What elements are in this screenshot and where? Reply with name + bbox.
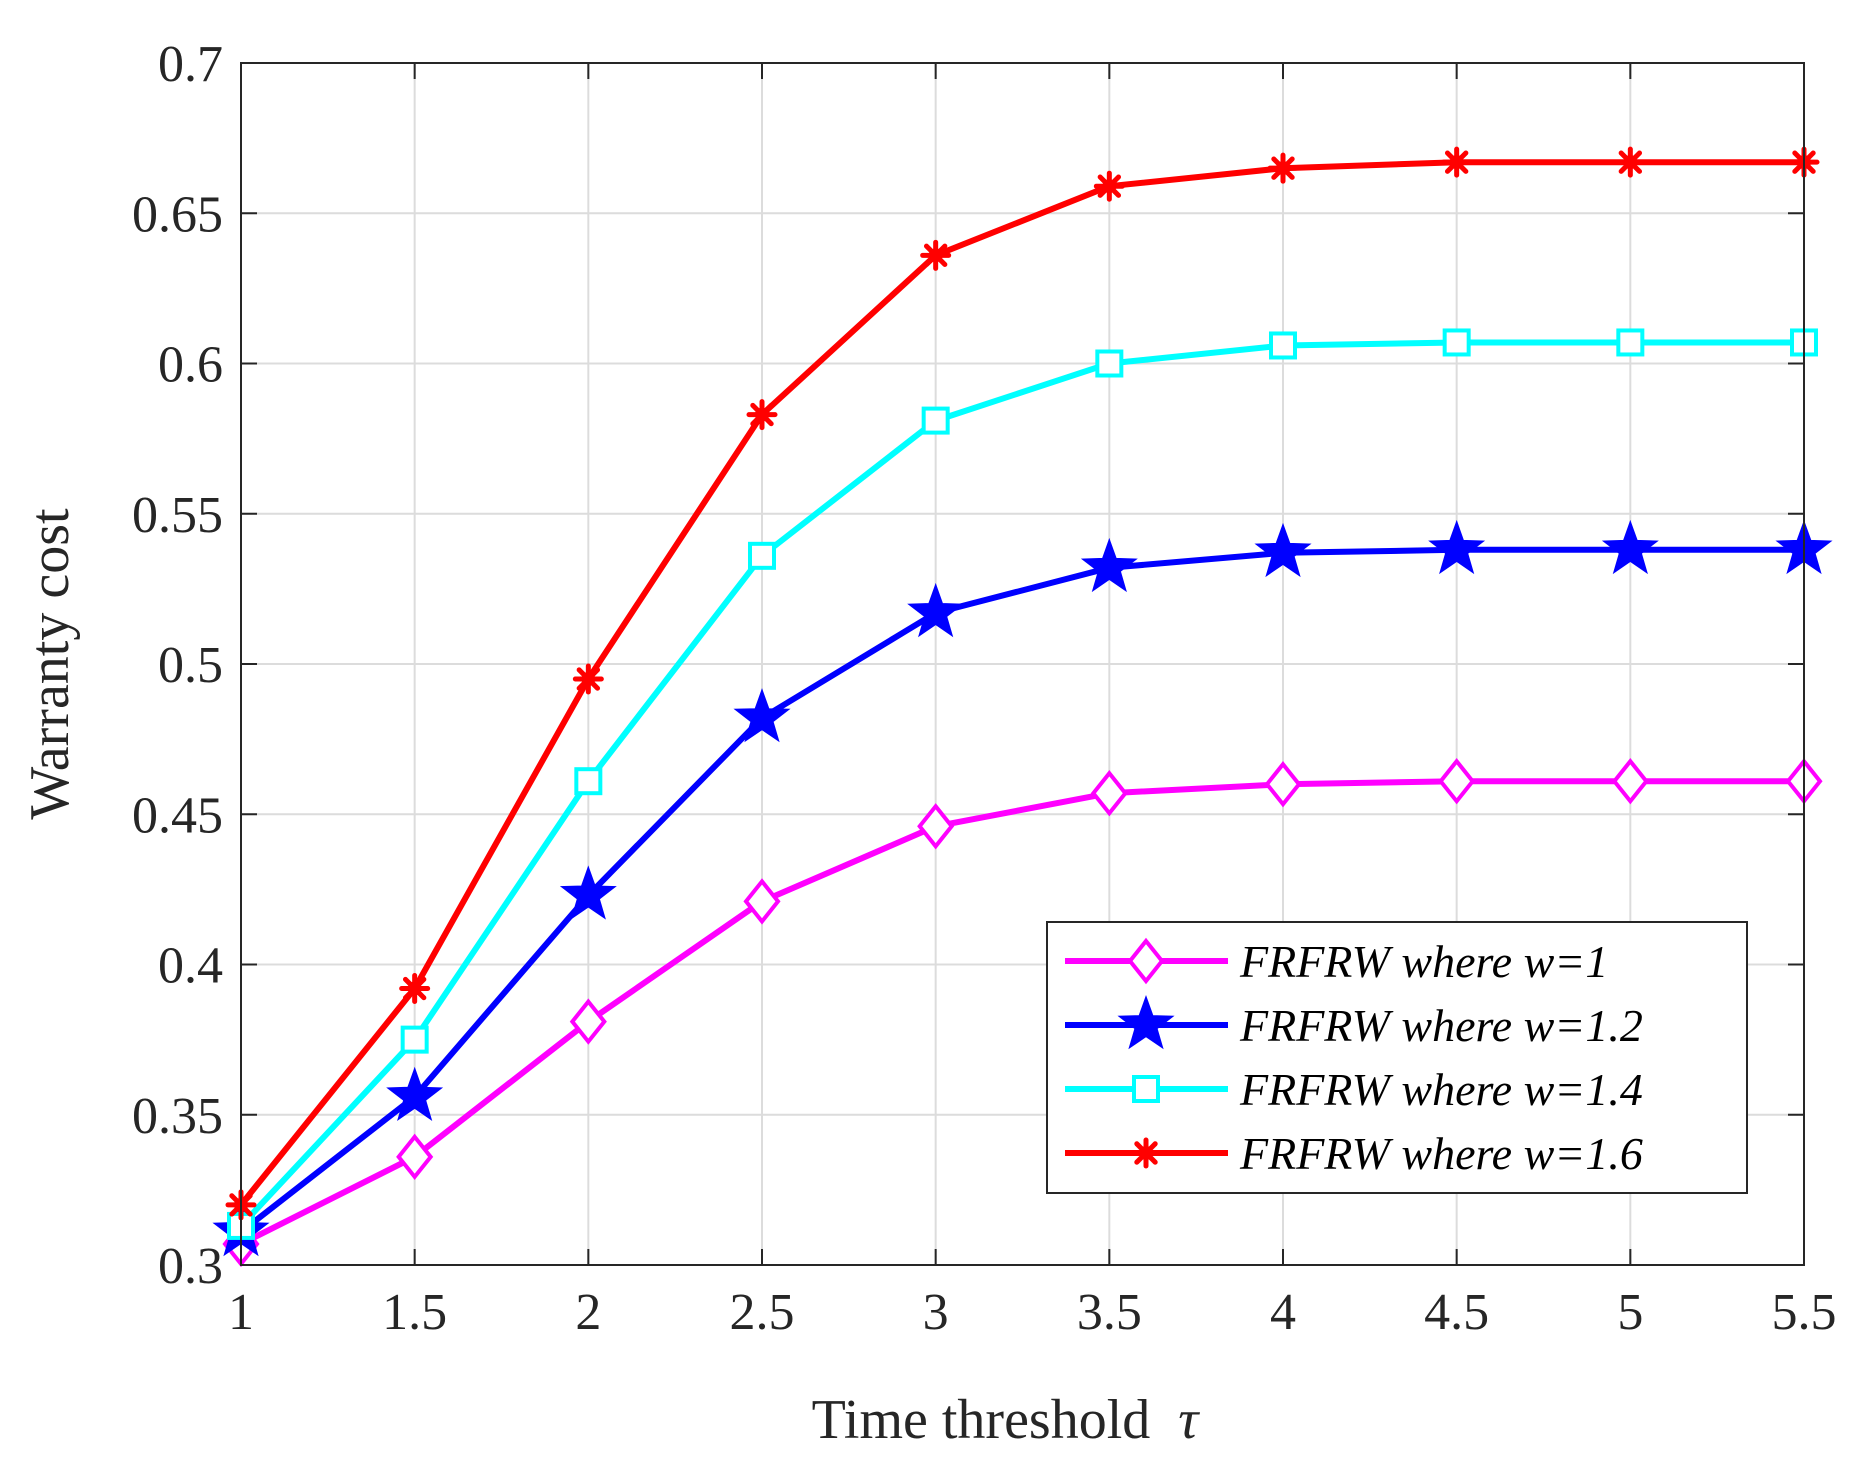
star-marker: [1428, 519, 1486, 575]
x-tick-label: 5.5: [1772, 1284, 1837, 1341]
x-tick-label: 2: [575, 1284, 601, 1341]
star-marker: [1080, 537, 1138, 593]
asterisk-marker: [1441, 146, 1473, 178]
square-marker: [1616, 328, 1645, 357]
y-tick-label: 0.35: [132, 1088, 223, 1145]
series-line: [239, 778, 1804, 1247]
asterisk-marker: [1267, 152, 1299, 184]
y-axis-title: Warranty cost: [19, 508, 81, 820]
asterisk-marker: [920, 239, 952, 271]
asterisk-marker: [572, 663, 604, 695]
square-marker: [921, 406, 950, 435]
star-marker: [1254, 522, 1312, 578]
asterisk-marker: [1614, 146, 1646, 178]
series-2: [212, 519, 1833, 1257]
square-marker: [574, 767, 603, 796]
star-marker: [1601, 519, 1659, 575]
y-tick-labels: 0.3 0.35 0.4 0.45 0.5 0.55 0.6 0.65 0.7: [132, 36, 223, 1295]
ticks: [240, 62, 1805, 1266]
tau-symbol: τ: [1178, 1389, 1200, 1451]
legend-label: FRFRW where w=1: [1239, 936, 1608, 987]
asterisk-marker: [746, 399, 778, 431]
y-tick-label: 0.55: [132, 487, 223, 544]
star-marker: [907, 582, 965, 638]
asterisk-stroke: [402, 976, 427, 1001]
x-axis-title: Time threshold τ: [812, 1389, 1201, 1451]
x-tick-label: 3.5: [1077, 1284, 1142, 1341]
square-marker: [1095, 349, 1124, 378]
legend-box: [1046, 921, 1748, 1194]
asterisk-stroke: [1134, 1141, 1158, 1165]
asterisk-stroke: [576, 667, 601, 691]
asterisk-stroke: [1097, 174, 1122, 198]
series-layer: [212, 146, 1833, 1268]
y-tick-label: 0.3: [158, 1238, 223, 1295]
asterisk-stroke: [750, 402, 774, 427]
diamond-marker: [396, 1133, 434, 1181]
asterisk-stroke: [1618, 150, 1643, 174]
y-tick-label: 0.4: [158, 938, 223, 995]
legend-item: FRFRW where w=1: [1065, 936, 1608, 987]
x-tick-label: 1.5: [382, 1284, 447, 1341]
x-tick-label: 4: [1270, 1284, 1296, 1341]
x-tick-label: 4.5: [1424, 1284, 1489, 1341]
asterisk-stroke: [1271, 156, 1295, 180]
y-tick-label: 0.6: [158, 337, 223, 394]
series-3: [227, 328, 1818, 1240]
square-marker: [400, 1025, 429, 1054]
legend: FRFRW where w=1 FRFRW where w=1.2 FRFRW wh…: [1046, 921, 1748, 1194]
y-tick-label: 0.5: [158, 637, 223, 694]
asterisk-stroke: [923, 243, 948, 268]
diamond-marker: [743, 878, 781, 925]
x-tick-label: 2.5: [730, 1284, 795, 1341]
star-marker: [733, 688, 791, 743]
legend-label: FRFRW where w=1.2: [1239, 1000, 1643, 1051]
square-marker: [748, 541, 776, 570]
star-marker: [1117, 995, 1175, 1050]
legend-item: FRFRW where w=1.2: [1065, 995, 1643, 1051]
series-line: [238, 339, 1804, 1228]
y-tick-label: 0.45: [132, 787, 223, 844]
x-tick-label: 3: [923, 1284, 949, 1341]
diamond-marker: [1127, 937, 1165, 985]
star-marker: [386, 1066, 444, 1122]
y-tick-label: 0.7: [158, 36, 223, 93]
diamond-marker: [1090, 770, 1128, 817]
diamond-marker: [917, 803, 955, 850]
asterisk-stroke: [1444, 150, 1469, 174]
asterisk-marker: [1093, 170, 1125, 202]
legend-label: FRFRW where w=1.4: [1239, 1064, 1643, 1115]
square-marker: [1132, 1075, 1160, 1103]
asterisk-marker: [399, 973, 431, 1005]
series-4: [225, 146, 1820, 1221]
series-line: [238, 159, 1804, 1207]
x-tick-label: 5: [1617, 1284, 1643, 1341]
star-marker: [559, 865, 617, 920]
diamond-marker: [569, 998, 607, 1045]
diamond-marker: [1611, 757, 1649, 805]
legend-item: FRFRW where w=1.4: [1065, 1064, 1643, 1115]
legend-label: FRFRW where w=1.6: [1239, 1128, 1643, 1179]
x-tick-labels: 1 1.5 2 2.5 3 3.5 4 4.5 5 5.5: [228, 1284, 1837, 1341]
x-axis-label: Time threshold: [812, 1389, 1151, 1451]
legend-item: FRFRW where w=1.6: [1065, 1128, 1643, 1179]
asterisk-marker: [1130, 1137, 1162, 1169]
series-line: [239, 546, 1804, 1235]
y-tick-label: 0.65: [132, 186, 223, 243]
x-tick-label: 1: [228, 1284, 254, 1341]
diamond-marker: [1264, 760, 1302, 808]
square-marker: [1442, 328, 1471, 357]
square-marker: [1269, 331, 1297, 360]
diamond-marker: [1438, 757, 1476, 805]
series-1: [222, 757, 1823, 1268]
